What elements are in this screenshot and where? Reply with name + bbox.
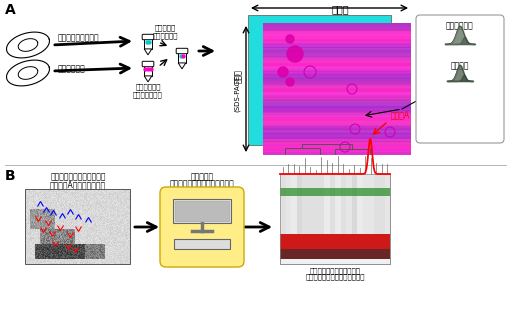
Text: （化合物A）について解析: （化合物A）について解析 bbox=[50, 180, 106, 189]
Bar bbox=[280, 174, 390, 264]
Text: 標的分子のわからない薬剤: 標的分子のわからない薬剤 bbox=[50, 172, 106, 181]
FancyBboxPatch shape bbox=[144, 64, 152, 76]
Bar bbox=[280, 234, 390, 249]
Bar bbox=[248, 15, 391, 145]
Text: コントロール: コントロール bbox=[446, 21, 474, 30]
Bar bbox=[352, 174, 357, 234]
Bar bbox=[302, 174, 308, 234]
Bar bbox=[313, 174, 318, 234]
Polygon shape bbox=[144, 76, 152, 82]
Text: 比較のため
混合して解析: 比較のため 混合して解析 bbox=[152, 24, 178, 39]
Text: コントロールの細胞: コントロールの細胞 bbox=[58, 34, 100, 42]
FancyBboxPatch shape bbox=[142, 34, 154, 40]
Text: 化合物A: 化合物A bbox=[390, 110, 409, 119]
Bar bbox=[280, 188, 390, 196]
Text: 多変量解析を用いて分類し: 多変量解析を用いて分類し bbox=[310, 267, 360, 274]
Bar bbox=[324, 174, 330, 234]
Bar bbox=[335, 174, 340, 234]
FancyBboxPatch shape bbox=[178, 51, 186, 63]
Bar bbox=[174, 239, 230, 249]
Bar bbox=[379, 174, 384, 234]
Bar bbox=[286, 174, 291, 234]
Bar bbox=[296, 174, 302, 234]
Circle shape bbox=[287, 46, 303, 62]
Bar bbox=[346, 174, 352, 234]
Text: A: A bbox=[5, 3, 16, 17]
Bar bbox=[357, 174, 362, 234]
FancyBboxPatch shape bbox=[160, 187, 244, 267]
Bar bbox=[25, 189, 130, 264]
Text: 薬剤処理: 薬剤処理 bbox=[451, 61, 469, 70]
Bar bbox=[173, 199, 231, 223]
Polygon shape bbox=[178, 63, 186, 69]
Text: 作用の似た化合物を選び出す。: 作用の似た化合物を選び出す。 bbox=[305, 273, 365, 280]
Text: 薬剤処理細胞: 薬剤処理細胞 bbox=[58, 64, 86, 73]
FancyBboxPatch shape bbox=[176, 48, 188, 54]
Text: 等電点: 等電点 bbox=[331, 4, 349, 14]
Text: 既知化合物の解析データと比較: 既知化合物の解析データと比較 bbox=[170, 179, 235, 188]
Circle shape bbox=[286, 78, 294, 86]
Bar bbox=[318, 174, 324, 234]
Bar bbox=[384, 174, 390, 234]
Bar bbox=[362, 174, 368, 234]
Bar bbox=[368, 174, 374, 234]
Text: B: B bbox=[5, 169, 16, 183]
FancyBboxPatch shape bbox=[416, 15, 504, 143]
FancyBboxPatch shape bbox=[144, 37, 152, 49]
Text: タンパク質を
蛍光色素で標識: タンパク質を 蛍光色素で標識 bbox=[133, 83, 163, 98]
Bar bbox=[280, 249, 390, 259]
Bar bbox=[340, 174, 346, 234]
Text: (SDS-PAGE): (SDS-PAGE) bbox=[234, 72, 240, 112]
Bar bbox=[280, 174, 390, 264]
Circle shape bbox=[278, 67, 288, 77]
Text: 分子量: 分子量 bbox=[234, 69, 243, 83]
Bar bbox=[175, 201, 229, 221]
Bar bbox=[374, 174, 379, 234]
FancyBboxPatch shape bbox=[142, 61, 154, 67]
Polygon shape bbox=[144, 49, 152, 55]
Bar bbox=[308, 174, 313, 234]
Bar bbox=[291, 174, 296, 234]
Circle shape bbox=[286, 35, 294, 43]
Text: 解析結果を: 解析結果を bbox=[191, 172, 214, 181]
Bar bbox=[330, 174, 335, 234]
Bar bbox=[280, 174, 286, 234]
